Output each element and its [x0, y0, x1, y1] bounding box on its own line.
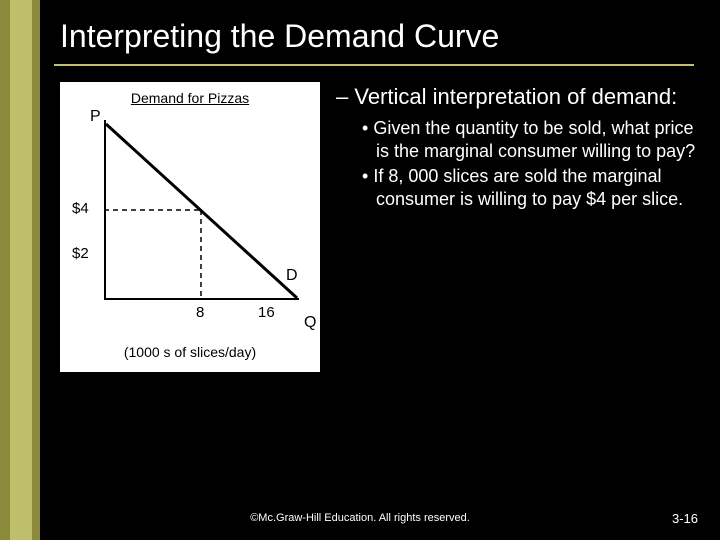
page-title: Interpreting the Demand Curve: [60, 18, 499, 55]
bullet-region: Vertical interpretation of demand: Given…: [336, 84, 702, 213]
accent-bar-inner: [10, 0, 32, 540]
bullet-list: Given the quantity to be sold, what pric…: [362, 117, 702, 211]
chart-plot-area: D: [104, 120, 299, 300]
y-tick-2: $2: [72, 245, 89, 262]
x-axis-caption: (1000 s of slices/day): [60, 344, 320, 360]
chart-svg: D: [104, 120, 299, 300]
title-rule: [54, 64, 694, 66]
demand-line: [106, 124, 297, 298]
demand-chart: Demand for Pizzas P $4 $2 D 8 16 Q (1000…: [60, 82, 320, 372]
bullet-item: Given the quantity to be sold, what pric…: [362, 117, 702, 163]
y-axis-label: P: [90, 108, 101, 126]
d-label: D: [286, 267, 298, 284]
x-tick-16: 16: [258, 304, 275, 321]
x-tick-8: 8: [196, 304, 204, 321]
bullet-item: If 8, 000 slices are sold the marginal c…: [362, 165, 702, 211]
slide-number: 3-16: [672, 511, 698, 526]
copyright-text: ©Mc.Graw-Hill Education. All rights rese…: [0, 512, 720, 524]
x-axis-label: Q: [304, 314, 316, 332]
y-tick-4: $4: [72, 200, 89, 217]
chart-title: Demand for Pizzas: [60, 90, 320, 106]
bullet-heading: Vertical interpretation of demand:: [336, 84, 702, 111]
